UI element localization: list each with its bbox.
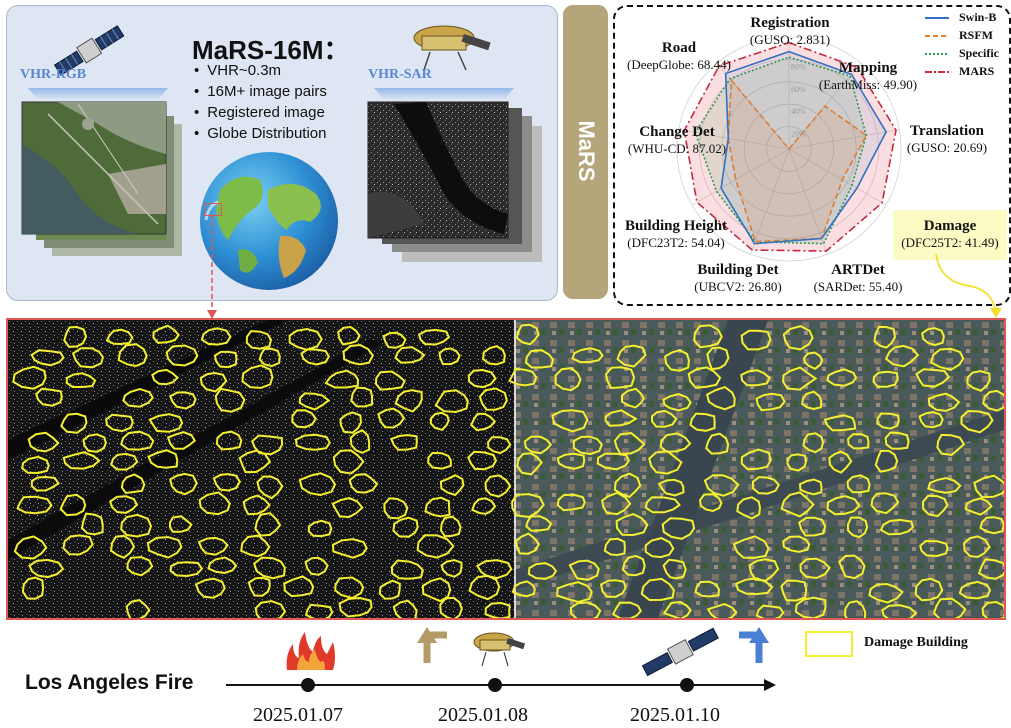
legend-label: Swin-B	[959, 10, 996, 25]
task-name: Damage	[893, 218, 1007, 235]
task-metric: (DeepGlobe: 68.44)	[617, 57, 741, 72]
task-label-mapping: Mapping (EarthMiss: 49.90)	[808, 60, 928, 92]
radar-tick-label: 60%	[791, 85, 806, 94]
timeline-label: Los Angeles Fire	[25, 671, 193, 695]
legend-label: MARS	[959, 64, 994, 79]
task-name: Building Det	[678, 262, 798, 279]
fire-icon	[283, 628, 339, 672]
rgb-label: VHR-RGB	[20, 67, 86, 83]
task-label-registration: Registration (GUSO: 2.831)	[730, 15, 850, 47]
damage-imagery	[6, 318, 1006, 620]
task-name: Mapping	[808, 60, 928, 77]
model-tab-label: MaRS	[571, 96, 601, 206]
task-name: Building Height	[612, 218, 740, 235]
task-label-translation: Translation (GUSO: 20.69)	[892, 123, 1002, 155]
region-link-arrow	[206, 214, 218, 320]
radar-tick-label: 40%	[791, 107, 806, 116]
feature-item: VHR~0.3m	[194, 60, 327, 81]
gold-return-arrow	[417, 625, 453, 665]
rgb-image-stack	[18, 84, 188, 264]
imagery-canvas	[8, 320, 1004, 618]
task-metric: (WHU-CD: 87.02)	[618, 141, 736, 156]
task-name: Change Det	[618, 124, 736, 141]
timeline-date: 2025.01.07	[253, 704, 343, 727]
damage-legend-swatch	[805, 631, 853, 657]
feature-item: 16M+ image pairs	[194, 81, 327, 102]
task-metric: (UBCV2: 26.80)	[678, 279, 798, 294]
legend-label: RSFM	[959, 28, 993, 43]
feature-list: VHR~0.3m 16M+ image pairs Registered ima…	[194, 60, 327, 144]
legend-swatches	[925, 14, 951, 80]
radar-legend: Swin-B RSFM Specific MARS	[925, 10, 1005, 86]
task-label-change-det: Change Det (WHU-CD: 87.02)	[618, 124, 736, 156]
timeline-date: 2025.01.08	[438, 704, 528, 727]
task-metric: (GUSO: 20.69)	[892, 140, 1002, 155]
task-label-road: Road (DeepGlobe: 68.44)	[617, 40, 741, 72]
globe-icon	[198, 150, 340, 292]
rgb-satellite-small-icon	[636, 626, 726, 676]
task-name: ARTDet	[808, 262, 908, 279]
task-metric: (SARDet: 55.40)	[808, 279, 908, 294]
timeline-dot	[680, 678, 694, 692]
feature-item: Registered image	[194, 102, 327, 123]
sar-satellite-icon	[400, 12, 496, 74]
task-name: Road	[617, 40, 741, 57]
task-label-building-det: Building Det (UBCV2: 26.80)	[678, 262, 798, 294]
task-metric: (DFC23T2: 54.04)	[612, 235, 740, 250]
task-label-damage: Damage (DFC25T2: 41.49)	[893, 218, 1007, 250]
timeline-dot	[488, 678, 502, 692]
task-metric: (GUSO: 2.831)	[730, 32, 850, 47]
task-label-building-height: Building Height (DFC23T2: 54.04)	[612, 218, 740, 250]
timeline-dot	[301, 678, 315, 692]
task-name: Registration	[730, 15, 850, 32]
radar-tick-label: 20%	[791, 130, 806, 139]
feature-item: Globe Distribution	[194, 123, 327, 144]
damage-link-arrow	[930, 252, 1006, 320]
radar-tick-label: 80%	[791, 62, 806, 71]
sar-image-stack	[364, 84, 550, 268]
task-metric: (EarthMiss: 49.90)	[808, 77, 928, 92]
task-name: Translation	[892, 123, 1002, 140]
sar-satellite-small-icon	[466, 624, 528, 670]
blue-return-arrow	[733, 625, 769, 665]
legend-label: Specific	[959, 46, 999, 61]
sar-label: VHR-SAR	[368, 67, 432, 83]
timeline-date: 2025.01.10	[630, 704, 720, 727]
task-metric: (DFC25T2: 41.49)	[893, 235, 1007, 250]
damage-legend-label: Damage Building	[864, 635, 968, 651]
task-label-artdet: ARTDet (SARDet: 55.40)	[808, 262, 908, 294]
